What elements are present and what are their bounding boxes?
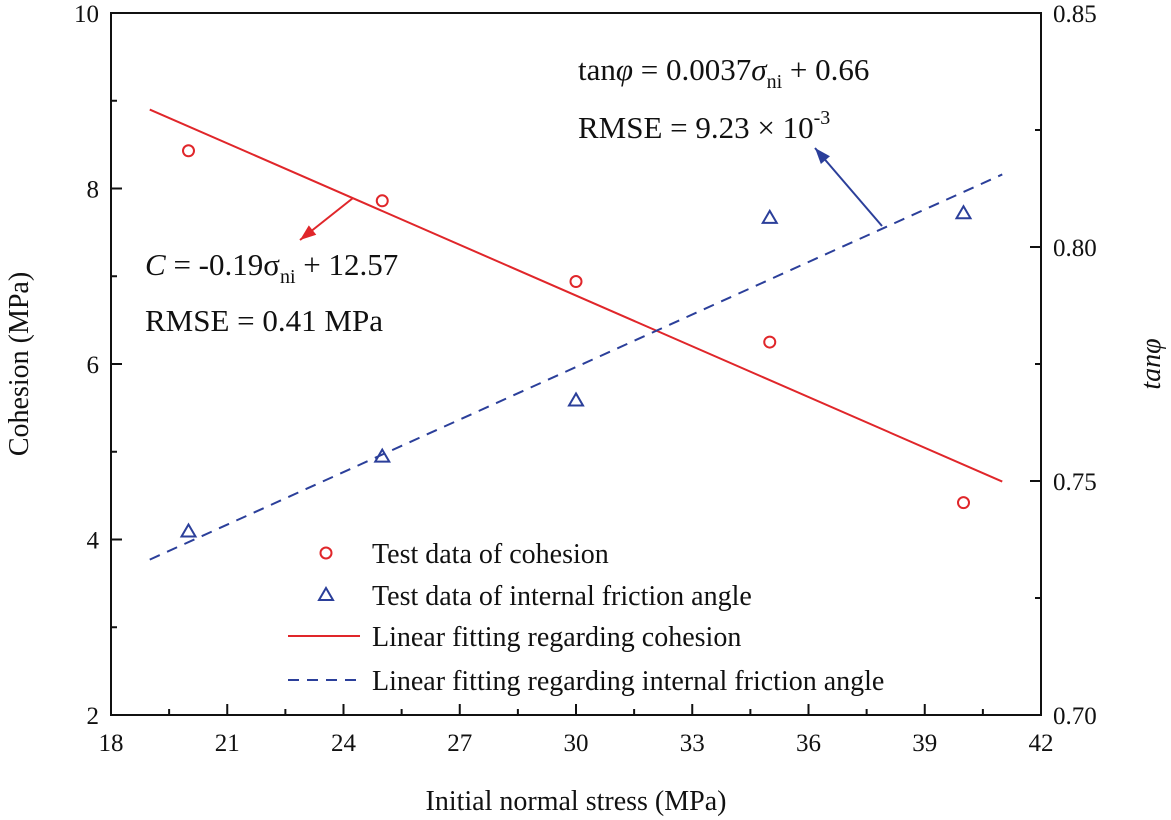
legend-triangle-marker	[317, 586, 335, 601]
x-tick-label: 36	[796, 730, 821, 757]
legend-item-friction-data: Test data of internal friction angle	[317, 581, 752, 612]
legend-label: Linear fitting regarding cohesion	[372, 622, 741, 653]
cohesion-arrow-head	[300, 225, 317, 240]
x-tick-label: 18	[99, 730, 124, 757]
y-axis-title: Cohesion (MPa)	[4, 272, 35, 456]
cohesion-point	[763, 335, 777, 349]
cohesion-point	[182, 144, 195, 158]
x-tick-label: 39	[912, 730, 937, 757]
friction-fit-line	[149, 173, 1003, 561]
x-axis-title: Initial normal stress (MPa)	[426, 786, 727, 817]
friction-arrow-head	[815, 148, 830, 165]
friction-arrow-shaft	[814, 147, 883, 227]
tan-equation: tanφ = 0.0037σni + 0.66	[578, 52, 869, 93]
legend-item-cohesion-fit: Linear fitting regarding cohesion	[288, 622, 741, 653]
legend-item-friction-fit: Linear fitting regarding internal fricti…	[288, 666, 884, 697]
series-layer	[149, 108, 1003, 561]
x-tick-label: 30	[564, 730, 589, 757]
y-tick-label: 10	[74, 1, 99, 28]
y-tick-label: 4	[87, 528, 100, 555]
y2-tick-label: 0.70	[1053, 703, 1097, 730]
y2-tick-label: 0.85	[1053, 1, 1097, 28]
cohesion-arrow	[299, 197, 354, 241]
cohesion-fit-line	[149, 108, 1003, 483]
legend-circle-marker	[319, 546, 333, 560]
legend-label: Test data of internal friction angle	[372, 581, 752, 612]
axis-ticks	[110, 12, 1042, 716]
friction-point	[567, 391, 585, 407]
y-tick-label: 6	[87, 352, 100, 379]
x-tick-label: 24	[331, 730, 357, 757]
cohesion-point	[375, 194, 389, 208]
cohesion-equation: C = -0.19σni + 12.57	[145, 247, 398, 288]
legend-label: Test data of cohesion	[372, 539, 609, 570]
annotation-arrows	[299, 147, 883, 241]
y2-axis-title: tanφ	[1136, 338, 1167, 389]
cohesion-point	[957, 496, 970, 510]
y2-tick-label: 0.75	[1053, 469, 1097, 496]
cohesion-rmse: RMSE = 0.41 MPa	[145, 303, 383, 338]
cohesion-point	[569, 275, 583, 289]
friction-point	[761, 208, 779, 224]
y2-tick-label: 0.80	[1053, 235, 1097, 262]
friction-point	[179, 522, 198, 538]
y-tick-label: 8	[87, 177, 100, 204]
x-tick-label: 27	[447, 730, 472, 757]
x-tick-label: 42	[1029, 730, 1054, 757]
legend-item-cohesion-data: Test data of cohesion	[319, 539, 609, 570]
tan-rmse: RMSE = 9.23 × 10-3	[578, 107, 830, 145]
legend-label: Linear fitting regarding internal fricti…	[372, 666, 884, 697]
y-tick-label: 2	[87, 703, 100, 730]
x-tick-label: 21	[215, 730, 240, 757]
x-tick-label: 33	[680, 730, 705, 757]
friction-point	[954, 204, 973, 220]
legend: Test data of cohesion Test data of inter…	[288, 539, 884, 697]
friction-arrow	[814, 147, 883, 227]
